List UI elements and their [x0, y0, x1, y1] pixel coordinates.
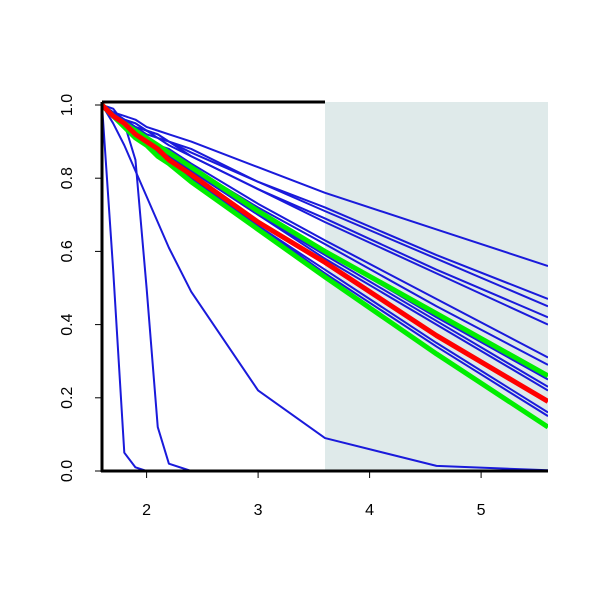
x-tick-label: 2	[142, 502, 151, 519]
y-tick-label: 0.2	[59, 387, 76, 409]
x-tick-label: 5	[477, 502, 486, 519]
series-line	[102, 103, 548, 430]
series-line	[102, 103, 548, 404]
series-line	[102, 104, 548, 267]
y-tick-label: 0.6	[59, 240, 76, 262]
series-line	[102, 104, 548, 472]
series-line	[102, 104, 548, 326]
y-tick-label: 0.4	[59, 313, 76, 335]
y-tick-label: 1.0	[59, 94, 76, 116]
x-tick-label: 4	[365, 502, 374, 519]
y-tick-label: 0.8	[59, 167, 76, 189]
y-tick-label: 0.0	[59, 460, 76, 482]
x-tick-label: 3	[254, 502, 263, 519]
